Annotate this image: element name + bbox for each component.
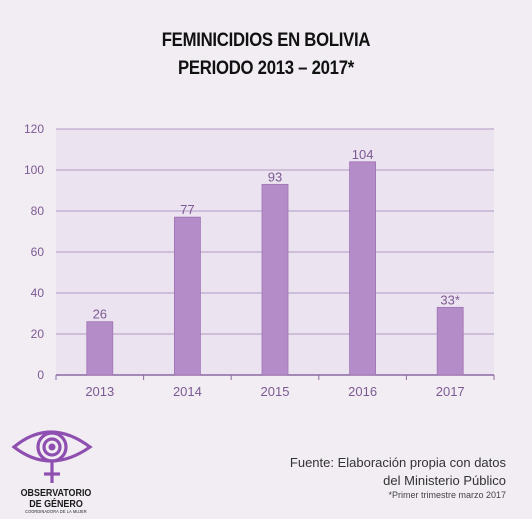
x-tick-label: 2016 [348, 384, 377, 399]
bar-2013 [86, 321, 114, 376]
data-label-2016: 104 [352, 147, 374, 162]
footnote: *Primer trimestre marzo 2017 [388, 490, 506, 500]
data-label-2013: 26 [93, 307, 107, 322]
data-label-2017: 33* [440, 292, 460, 307]
x-tick-label: 2015 [261, 384, 290, 399]
x-tick-label: 2017 [436, 384, 465, 399]
source-text-line1: Fuente: Elaboración propia con datos [289, 455, 506, 470]
data-label-2015: 93 [268, 169, 282, 184]
logo-name-line1: OBSERVATORIO [20, 487, 92, 499]
chart-title-line2: PERIODO 2013 – 2017* [178, 58, 354, 79]
bar-2015 [261, 183, 289, 376]
bar-2016 [349, 161, 377, 376]
data-label-2014: 77 [180, 202, 194, 217]
y-tick-label: 60 [31, 245, 45, 259]
logo-tagline: COORDINADORA DE LA MUJER [25, 509, 87, 514]
x-tick-label: 2013 [85, 384, 114, 399]
x-tick-label: 2014 [173, 384, 202, 399]
bar-2014 [173, 216, 201, 376]
y-tick-label: 0 [37, 368, 44, 382]
logo-name-line2: DE GÉNERO [29, 498, 83, 510]
observatorio-logo-icon [11, 430, 93, 483]
logo-eye-outline [11, 430, 93, 463]
y-tick-label: 80 [31, 204, 45, 218]
y-tick-label: 100 [24, 163, 44, 177]
y-tick-label: 20 [31, 327, 45, 341]
source-text-line2: del Ministerio Público [383, 473, 506, 488]
chart-title-line1: FEMINICIDIOS EN BOLIVIA [161, 30, 371, 51]
bar-2017 [436, 306, 464, 376]
y-tick-label: 120 [24, 122, 44, 136]
y-tick-label: 40 [31, 286, 45, 300]
